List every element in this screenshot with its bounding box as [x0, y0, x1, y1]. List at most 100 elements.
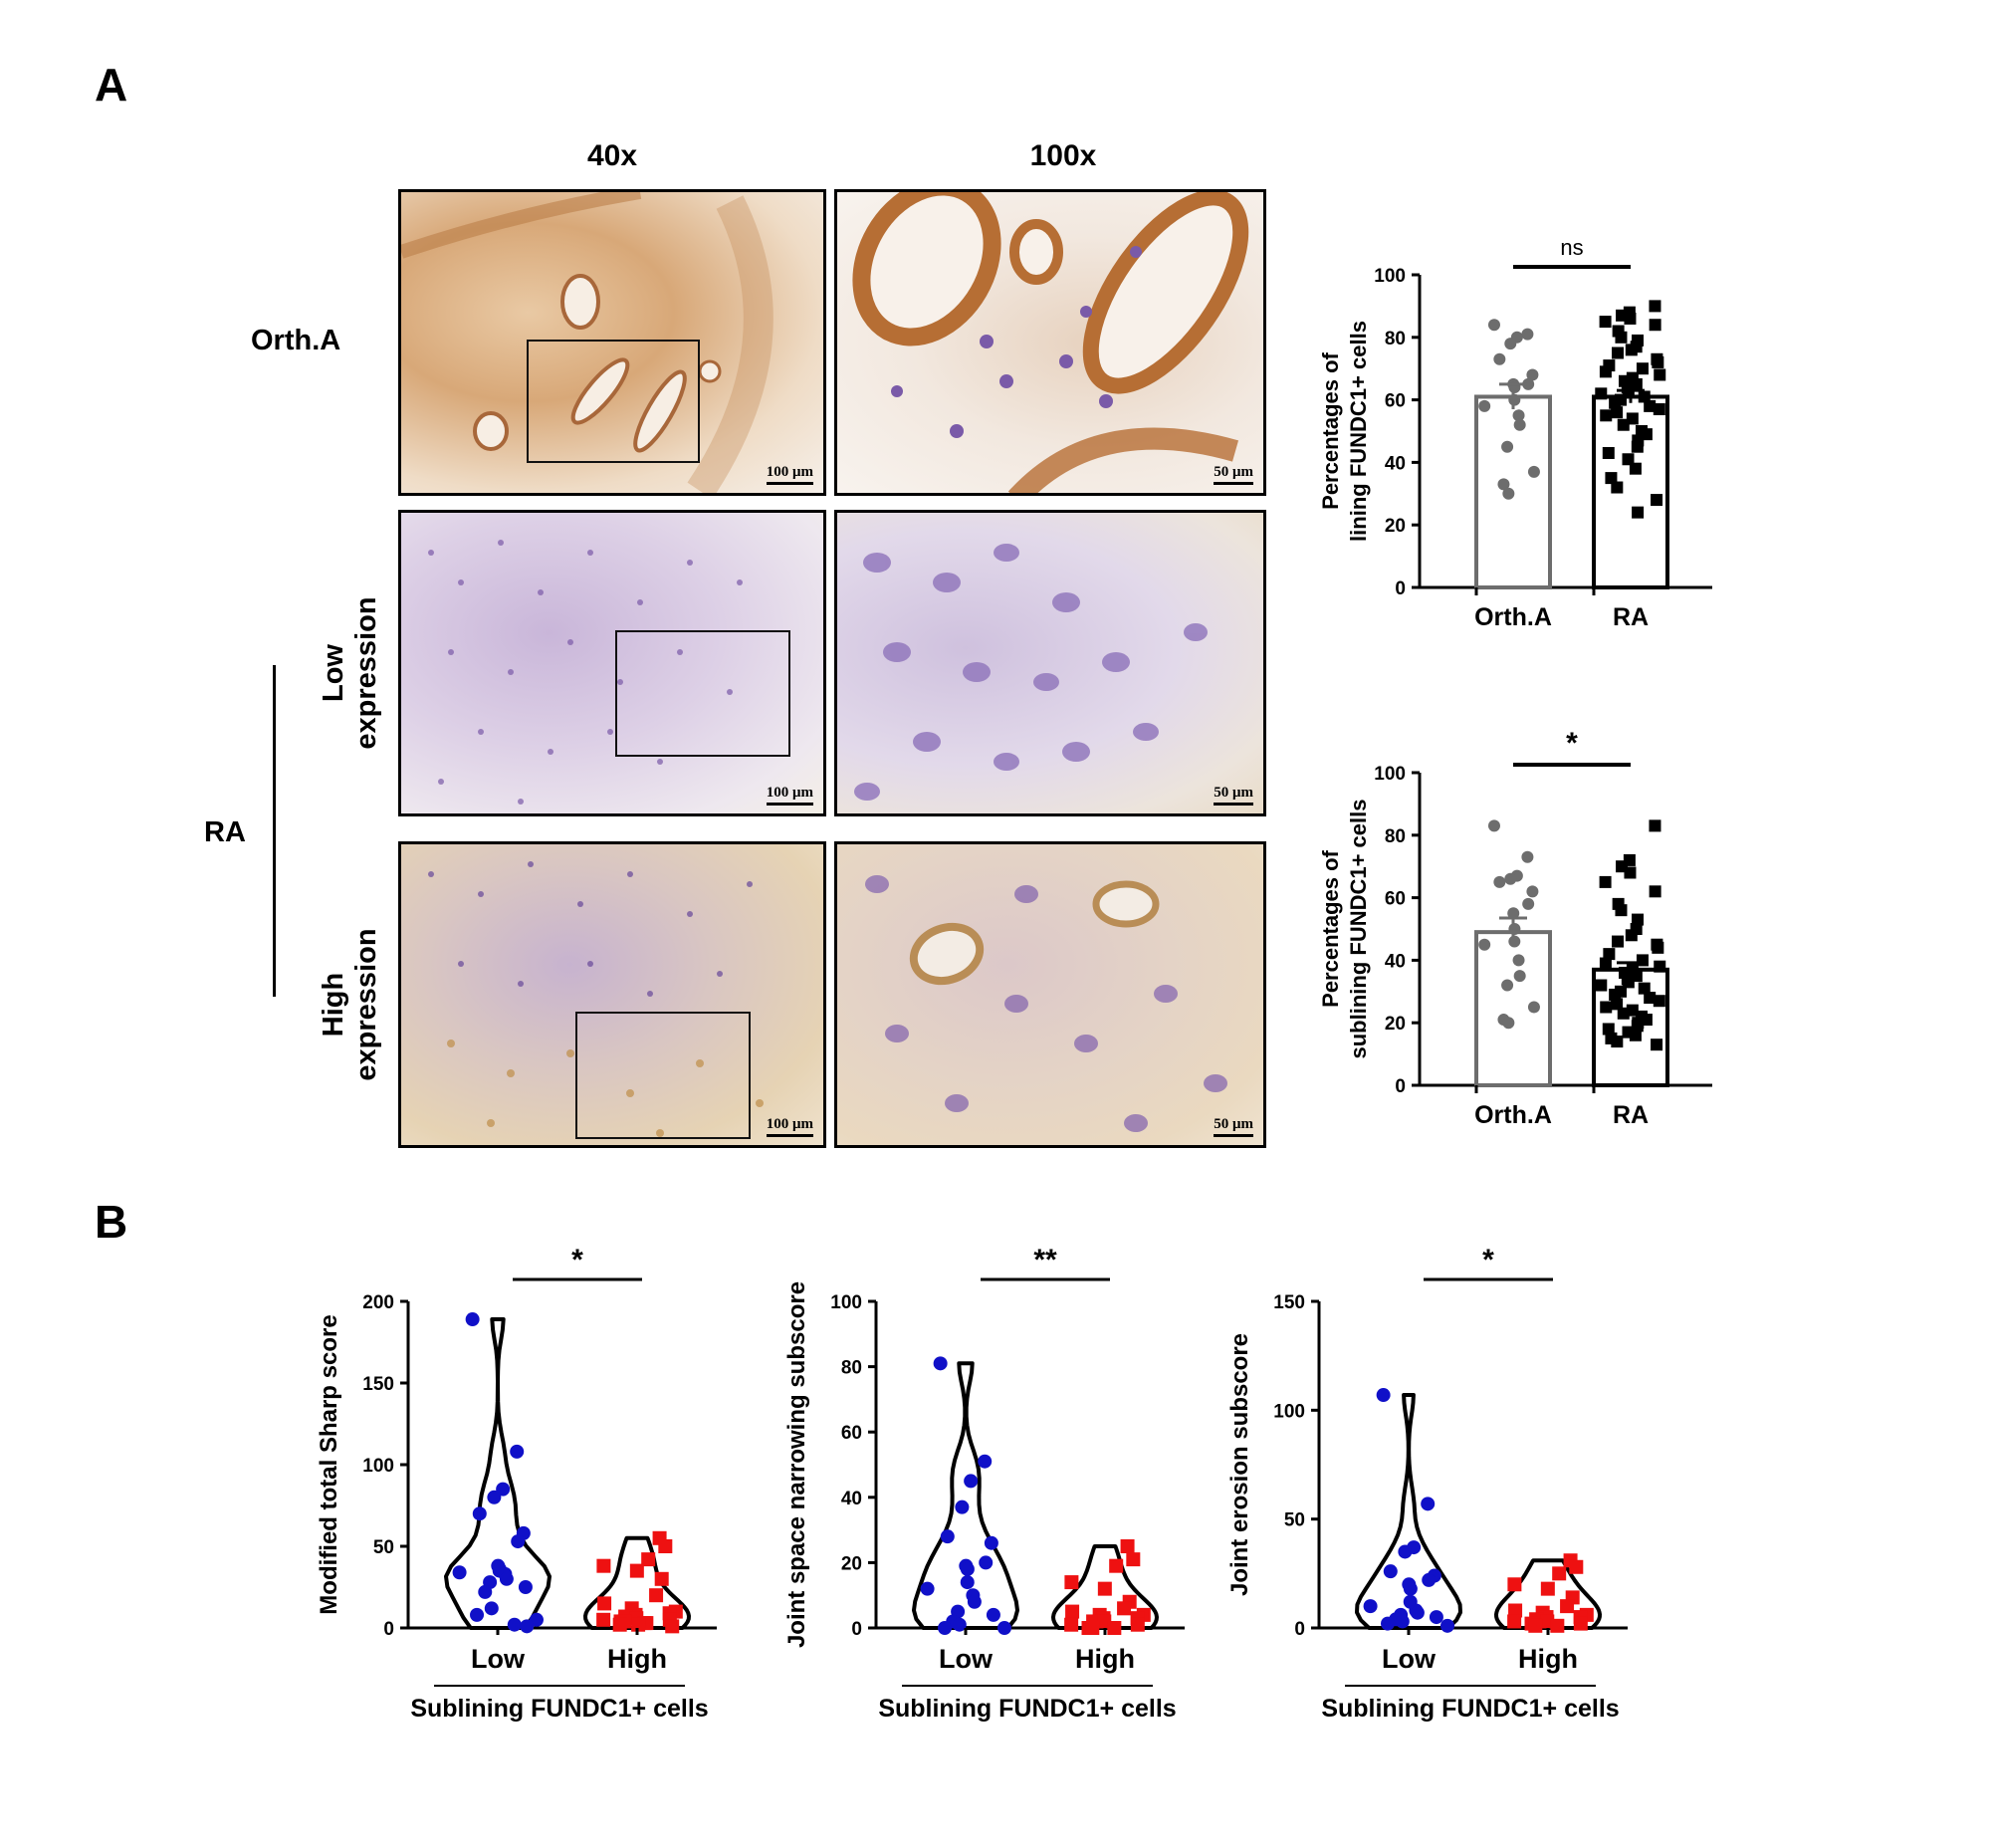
data-point — [472, 1506, 487, 1521]
scale-label: 100 μm — [766, 464, 813, 480]
y-tick-label: 60 — [1385, 391, 1406, 412]
x-axis-label: Sublining FUNDC1+ cells — [410, 1695, 708, 1723]
data-point — [1502, 487, 1515, 500]
data-point — [1508, 1603, 1523, 1618]
y-tick-label: 100 — [362, 1456, 394, 1477]
data-point — [1493, 875, 1506, 888]
y-tick-label: 80 — [841, 1358, 862, 1379]
data-point — [1649, 319, 1661, 332]
x-axis-label: Sublining FUNDC1+ cells — [1321, 1695, 1619, 1723]
significance-label: * — [1566, 727, 1578, 760]
data-point — [996, 1621, 1011, 1635]
data-point — [1609, 988, 1622, 1001]
x-tick-label: RA — [1613, 1101, 1649, 1129]
data-point — [1363, 1599, 1378, 1614]
data-point — [1653, 403, 1665, 416]
data-point — [938, 1621, 953, 1635]
data-point — [1065, 1604, 1080, 1619]
data-point — [1521, 328, 1534, 341]
y-tick-label: 50 — [1284, 1510, 1305, 1531]
data-point — [654, 1571, 669, 1586]
y-axis-label: Joint erosion subscore — [1226, 1333, 1253, 1596]
panel-a-letter: A — [95, 59, 128, 111]
data-point — [978, 1454, 993, 1469]
data-point — [1595, 979, 1608, 992]
data-point — [1649, 300, 1661, 313]
data-point — [1573, 1616, 1588, 1631]
data-point — [1626, 1004, 1639, 1017]
data-point — [665, 1619, 680, 1634]
micrograph-ra-high-40x: 100 μm — [398, 841, 826, 1148]
high-line1: High — [318, 972, 349, 1038]
y-tick-label: 60 — [1385, 889, 1406, 910]
data-point — [507, 1617, 522, 1632]
data-point — [1632, 506, 1645, 519]
high-line2: expression — [350, 928, 383, 1081]
data-point — [952, 1617, 967, 1632]
data-point — [920, 1581, 935, 1596]
y-tick-label: 150 — [1273, 1292, 1305, 1313]
data-point — [1615, 331, 1628, 344]
data-point — [1644, 992, 1657, 1005]
row-label-high-expression: High expression — [318, 905, 389, 1104]
y-tick-label: 0 — [1294, 1619, 1305, 1640]
chart-erosion: 0 50 100 150 Joint erosion subscore Low High Su… — [1226, 1244, 1628, 1723]
data-point — [1512, 954, 1525, 967]
data-point — [960, 1561, 975, 1576]
low-line1: Low — [318, 644, 349, 702]
data-point — [955, 1500, 970, 1514]
x-tick-label: High — [1075, 1644, 1135, 1674]
data-point — [1602, 1023, 1615, 1036]
data-point — [1527, 465, 1540, 478]
data-point — [1064, 1575, 1079, 1590]
data-point — [1609, 396, 1622, 409]
data-point — [1403, 1581, 1418, 1596]
scale-bar-ra-low-40x: 100 μm — [766, 785, 813, 806]
data-point — [1064, 1617, 1079, 1632]
data-point — [1383, 1564, 1398, 1579]
data-point — [1605, 472, 1618, 485]
data-point — [979, 1555, 994, 1570]
low-line2: expression — [350, 596, 383, 750]
data-point — [1493, 352, 1506, 365]
data-point — [612, 1617, 627, 1632]
x-tick-label: RA — [1613, 603, 1649, 631]
data-point — [1501, 979, 1514, 992]
x-tick-label: High — [1518, 1644, 1578, 1674]
scale-bar-orth-40x: 100 μm — [766, 464, 813, 485]
scale-bar-ra-low-100x: 50 μm — [1214, 785, 1253, 806]
chart-lining: 0 20 40 60 80 100 Percentages of lining FUNDC1+… — [1318, 235, 1712, 631]
data-point — [1487, 319, 1500, 332]
data-point — [484, 1601, 499, 1616]
y-axis-label: sublining FUNDC1+ cells — [1346, 800, 1371, 1059]
significance-label: * — [571, 1244, 583, 1276]
data-point — [964, 1474, 979, 1489]
data-point — [1600, 409, 1613, 422]
data-point — [1615, 904, 1628, 917]
data-point — [1617, 418, 1630, 431]
data-point — [1540, 1581, 1555, 1596]
data-point — [1478, 399, 1491, 412]
data-point — [1654, 368, 1666, 381]
data-point — [1522, 377, 1535, 390]
data-point — [1526, 885, 1539, 898]
violin — [583, 1535, 691, 1630]
data-point — [1612, 935, 1625, 948]
column-header-100x: 100x — [1029, 139, 1097, 172]
data-point — [478, 1584, 493, 1599]
data-point — [1410, 1605, 1425, 1620]
micrograph-ra-low-40x: 100 μm — [398, 510, 826, 816]
data-point — [1502, 1017, 1515, 1030]
x-axis-label: Sublining FUNDC1+ cells — [878, 1695, 1176, 1723]
data-point — [1631, 1020, 1644, 1033]
y-axis-label: Percentages of — [1318, 849, 1343, 1007]
data-point — [940, 1529, 955, 1544]
row-label-ra: RA — [204, 816, 246, 848]
data-point — [986, 1607, 1000, 1622]
data-point — [1504, 338, 1517, 350]
data-point — [1381, 1616, 1396, 1631]
data-point — [1521, 850, 1534, 863]
data-point — [510, 1444, 525, 1459]
data-point — [1617, 1007, 1630, 1020]
violin — [1355, 1393, 1462, 1630]
